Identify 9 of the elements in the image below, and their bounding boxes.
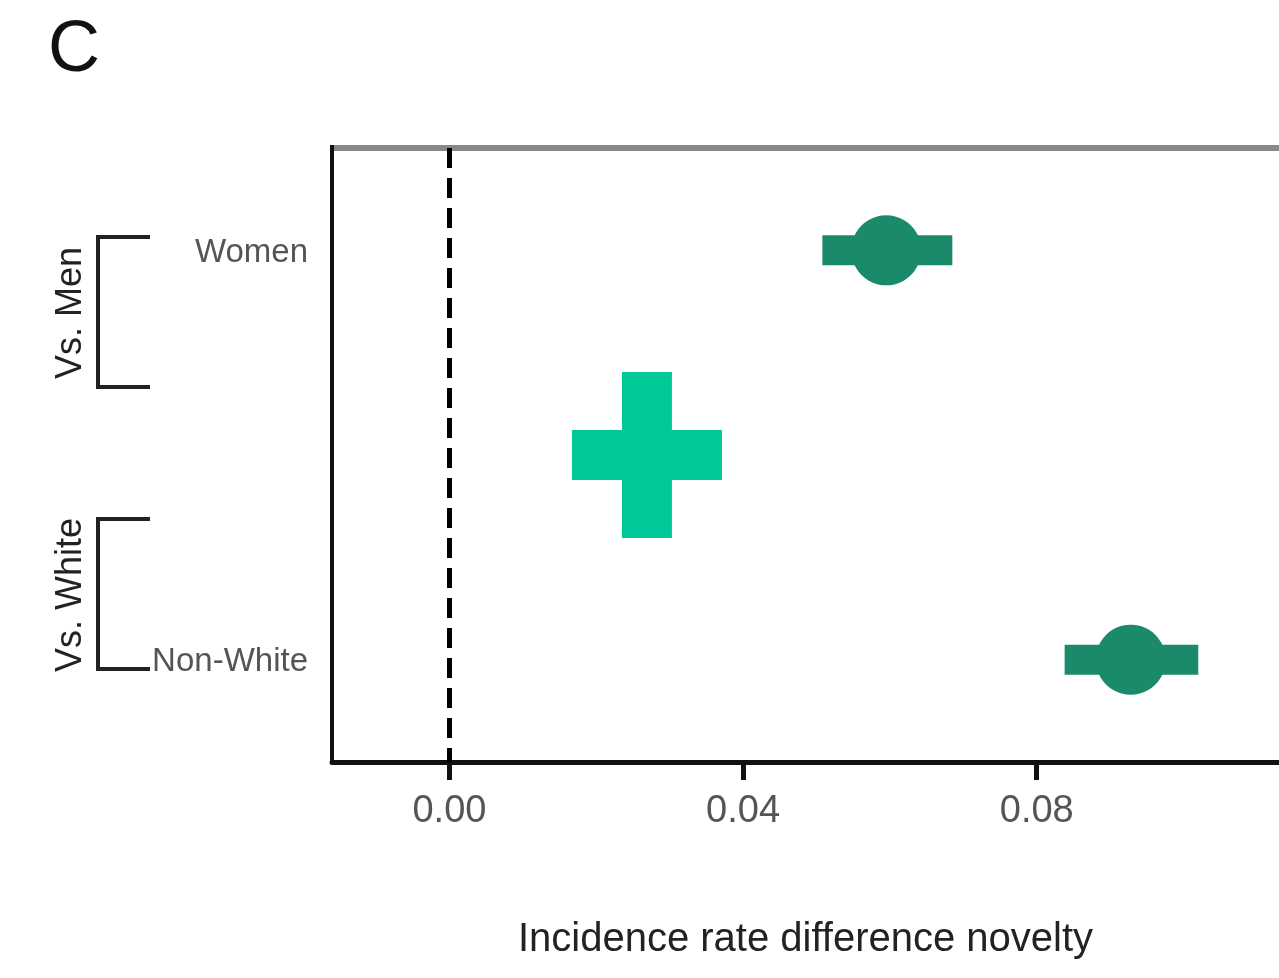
chart-title: C <box>48 6 100 86</box>
text: Vs. Men <box>47 246 89 380</box>
x-tick-label: 0.08 <box>999 788 1074 830</box>
text: Vs. White <box>47 517 89 673</box>
y-tick-label: Women <box>194 231 308 269</box>
x-tick-label: 0.00 <box>412 788 487 830</box>
x-tick-label: 0.04 <box>706 788 781 830</box>
y-tick-label: Non-White <box>152 641 308 679</box>
x-axis-title: Incidence rate difference novelty <box>517 915 1094 959</box>
